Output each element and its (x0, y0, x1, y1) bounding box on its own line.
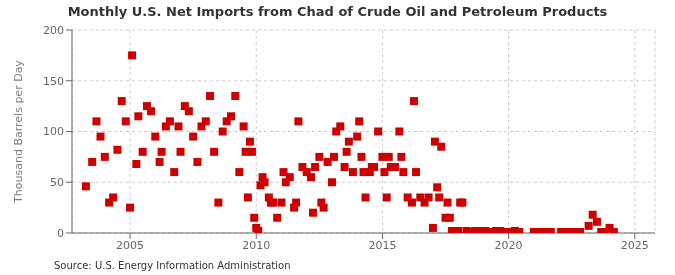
svg-text:50: 50 (50, 176, 64, 189)
svg-text:2010: 2010 (242, 239, 270, 252)
svg-text:2005: 2005 (116, 239, 144, 252)
svg-text:2015: 2015 (368, 239, 396, 252)
svg-text:0: 0 (57, 227, 64, 240)
html-text:Source: U.S. Energy Informatio: Source: U.S. Energy Information Administ… (54, 260, 291, 271)
html-text:Monthly U.S. Net Imports from: Monthly U.S. Net Imports from Chad of Cr… (67, 4, 608, 19)
svg-text:200: 200 (43, 24, 64, 37)
svg-text:Thousand Barrels per Day: Thousand Barrels per Day (12, 60, 25, 204)
svg-text:150: 150 (43, 75, 64, 88)
svg-text:100: 100 (43, 125, 64, 138)
svg-text:2020: 2020 (495, 239, 523, 252)
svg-text:2025: 2025 (621, 239, 649, 252)
